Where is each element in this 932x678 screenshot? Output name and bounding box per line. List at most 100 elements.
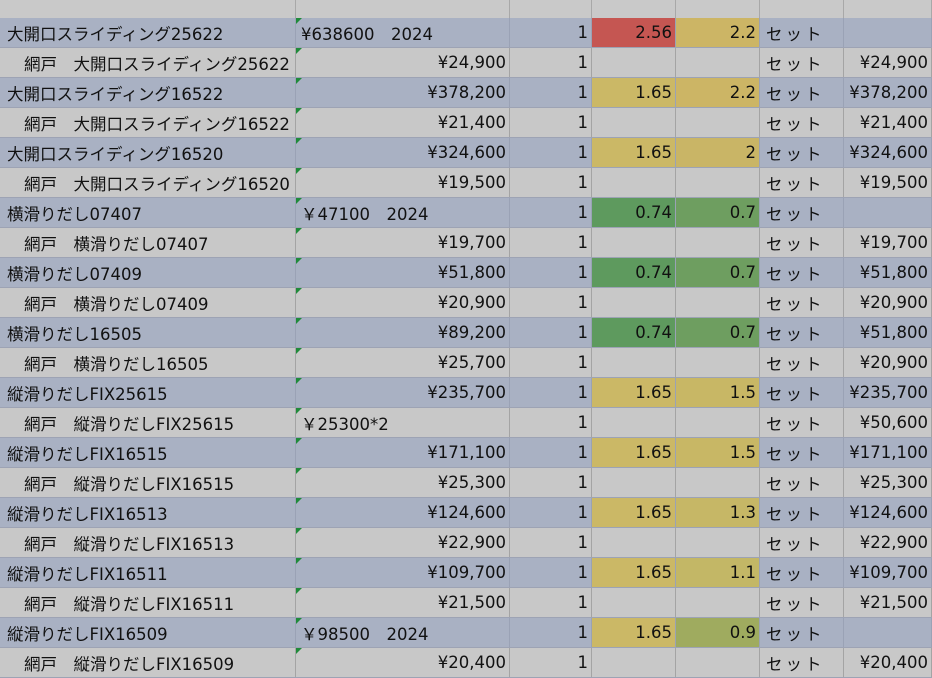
total-cell[interactable]: ¥51,800: [844, 318, 932, 347]
unit-cell[interactable]: セット: [760, 228, 844, 257]
quantity-cell[interactable]: 1: [510, 408, 592, 437]
quantity-cell[interactable]: 1: [510, 588, 592, 617]
factor1-cell[interactable]: [592, 108, 676, 137]
unit-cell[interactable]: セット: [760, 198, 844, 227]
price-cell[interactable]: ¥21,400: [296, 108, 510, 137]
factor1-cell[interactable]: 2.56: [592, 18, 676, 47]
partial-row-top[interactable]: [0, 0, 932, 18]
unit-cell[interactable]: セット: [760, 618, 844, 647]
factor1-cell[interactable]: 0.74: [592, 258, 676, 287]
product-name-cell[interactable]: 網戸 大開口スライディング25622: [0, 48, 296, 77]
unit-cell[interactable]: セット: [760, 138, 844, 167]
price-cell[interactable]: ¥21,500: [296, 588, 510, 617]
factor2-cell[interactable]: [676, 228, 760, 257]
product-name-cell[interactable]: 網戸 横滑りだし07407: [0, 228, 296, 257]
quantity-cell[interactable]: 1: [510, 438, 592, 467]
factor1-cell[interactable]: [592, 408, 676, 437]
price-cell[interactable]: ¥124,600: [296, 498, 510, 527]
factor2-cell[interactable]: [676, 648, 760, 677]
unit-cell[interactable]: セット: [760, 78, 844, 107]
price-cell[interactable]: ¥378,200: [296, 78, 510, 107]
unit-cell[interactable]: セット: [760, 408, 844, 437]
factor2-cell[interactable]: [676, 528, 760, 557]
product-name-cell[interactable]: 縦滑りだしFIX25615: [0, 378, 296, 407]
price-cell[interactable]: ¥109,700: [296, 558, 510, 587]
total-cell[interactable]: ¥20,900: [844, 288, 932, 317]
factor2-cell[interactable]: 1.3: [676, 498, 760, 527]
factor1-cell[interactable]: 1.65: [592, 378, 676, 407]
unit-cell[interactable]: セット: [760, 348, 844, 377]
quantity-cell[interactable]: 1: [510, 318, 592, 347]
factor1-cell[interactable]: 0.74: [592, 318, 676, 347]
factor1-cell[interactable]: 1.65: [592, 558, 676, 587]
unit-cell[interactable]: セット: [760, 558, 844, 587]
note-cell[interactable]: ￥25300*2: [296, 408, 510, 437]
price-cell[interactable]: ¥25,700: [296, 348, 510, 377]
total-cell[interactable]: [844, 18, 932, 47]
product-name-cell[interactable]: 大開口スライディング16522: [0, 78, 296, 107]
factor1-cell[interactable]: 1.65: [592, 78, 676, 107]
factor1-cell[interactable]: [592, 168, 676, 197]
factor1-cell[interactable]: [592, 48, 676, 77]
product-name-cell[interactable]: 網戸 大開口スライディング16522: [0, 108, 296, 137]
note-cell[interactable]: ￥47100 2024: [296, 198, 510, 227]
product-name-cell[interactable]: 網戸 横滑りだし16505: [0, 348, 296, 377]
note-cell[interactable]: ¥638600 2024: [296, 18, 510, 47]
factor2-cell[interactable]: 1.5: [676, 378, 760, 407]
total-cell[interactable]: ¥25,300: [844, 468, 932, 497]
factor2-cell[interactable]: 2.2: [676, 18, 760, 47]
unit-cell[interactable]: セット: [760, 438, 844, 467]
factor1-cell[interactable]: 1.65: [592, 438, 676, 467]
unit-cell[interactable]: セット: [760, 528, 844, 557]
price-cell[interactable]: ¥25,300: [296, 468, 510, 497]
price-cell[interactable]: ¥19,500: [296, 168, 510, 197]
factor2-cell[interactable]: 0.7: [676, 198, 760, 227]
factor2-cell[interactable]: 0.7: [676, 258, 760, 287]
product-name-cell[interactable]: 網戸 縦滑りだしFIX25615: [0, 408, 296, 437]
total-cell[interactable]: ¥378,200: [844, 78, 932, 107]
quantity-cell[interactable]: 1: [510, 378, 592, 407]
factor1-cell[interactable]: [592, 528, 676, 557]
factor1-cell[interactable]: 1.65: [592, 138, 676, 167]
total-cell[interactable]: ¥20,900: [844, 348, 932, 377]
factor2-cell[interactable]: [676, 408, 760, 437]
total-cell[interactable]: ¥124,600: [844, 498, 932, 527]
product-name-cell[interactable]: 大開口スライディング16520: [0, 138, 296, 167]
note-cell[interactable]: ￥98500 2024: [296, 618, 510, 647]
unit-cell[interactable]: セット: [760, 318, 844, 347]
product-name-cell[interactable]: 縦滑りだしFIX16513: [0, 498, 296, 527]
factor2-cell[interactable]: [676, 48, 760, 77]
factor2-cell[interactable]: [676, 288, 760, 317]
quantity-cell[interactable]: 1: [510, 108, 592, 137]
factor1-cell[interactable]: 1.65: [592, 498, 676, 527]
factor1-cell[interactable]: [592, 588, 676, 617]
price-cell[interactable]: ¥20,900: [296, 288, 510, 317]
factor1-cell[interactable]: [592, 348, 676, 377]
factor1-cell[interactable]: [592, 228, 676, 257]
product-name-cell[interactable]: 横滑りだし07409: [0, 258, 296, 287]
product-name-cell[interactable]: 大開口スライディング25622: [0, 18, 296, 47]
total-cell[interactable]: ¥235,700: [844, 378, 932, 407]
unit-cell[interactable]: セット: [760, 258, 844, 287]
factor1-cell[interactable]: [592, 288, 676, 317]
factor2-cell[interactable]: 2.2: [676, 78, 760, 107]
total-cell[interactable]: ¥20,400: [844, 648, 932, 677]
total-cell[interactable]: ¥50,600: [844, 408, 932, 437]
factor1-cell[interactable]: [592, 648, 676, 677]
factor1-cell[interactable]: 1.65: [592, 618, 676, 647]
total-cell[interactable]: ¥21,500: [844, 588, 932, 617]
product-name-cell[interactable]: 縦滑りだしFIX16511: [0, 558, 296, 587]
quantity-cell[interactable]: 1: [510, 288, 592, 317]
unit-cell[interactable]: セット: [760, 498, 844, 527]
factor2-cell[interactable]: 0.9: [676, 618, 760, 647]
quantity-cell[interactable]: 1: [510, 228, 592, 257]
quantity-cell[interactable]: 1: [510, 558, 592, 587]
quantity-cell[interactable]: 1: [510, 18, 592, 47]
factor2-cell[interactable]: [676, 348, 760, 377]
factor2-cell[interactable]: 0.7: [676, 318, 760, 347]
total-cell[interactable]: ¥24,900: [844, 48, 932, 77]
quantity-cell[interactable]: 1: [510, 348, 592, 377]
quantity-cell[interactable]: 1: [510, 138, 592, 167]
unit-cell[interactable]: セット: [760, 18, 844, 47]
factor2-cell[interactable]: 1.5: [676, 438, 760, 467]
